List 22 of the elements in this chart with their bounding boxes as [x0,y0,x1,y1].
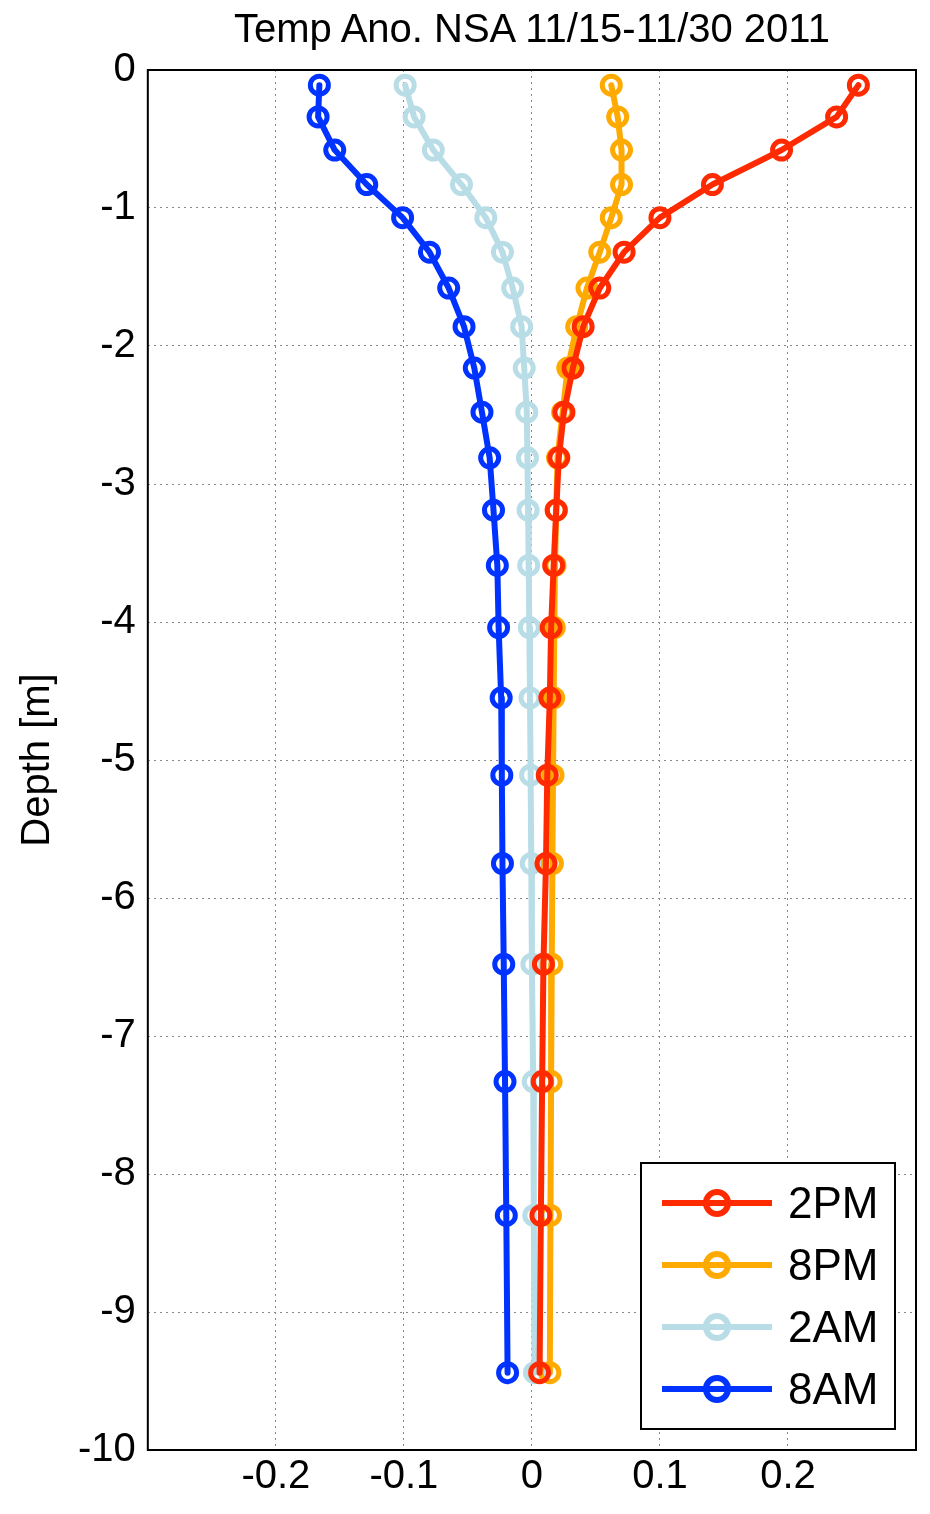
y-tick-label: -5 [100,735,136,780]
y-tick-label: -10 [78,1425,136,1470]
legend-label: 8PM [788,1240,879,1290]
y-axis-title: Depth [m] [13,673,58,847]
chart-title: Temp Ano. NSA 11/15-11/30 2011 [232,6,831,51]
x-tick-label: -0.1 [369,1452,439,1497]
x-tick-label: -0.2 [241,1452,311,1497]
legend-label: 2AM [788,1302,879,1352]
legend-label: 8AM [788,1364,879,1414]
y-tick-label: 0 [113,45,136,90]
y-tick-label: -3 [100,459,136,504]
x-tick-label: 0.1 [632,1452,688,1497]
x-tick-label: 0 [520,1452,544,1497]
y-tick-label: -7 [100,1011,136,1056]
y-tick-label: -1 [100,183,136,228]
y-tick-label: -9 [100,1287,136,1332]
y-tick-label: -8 [100,1149,136,1194]
y-tick-label: -4 [100,597,136,642]
y-tick-label: -6 [100,873,136,918]
y-tick-label: -2 [100,321,136,366]
legend-label: 2PM [788,1178,879,1228]
x-tick-label: 0.2 [760,1452,816,1497]
